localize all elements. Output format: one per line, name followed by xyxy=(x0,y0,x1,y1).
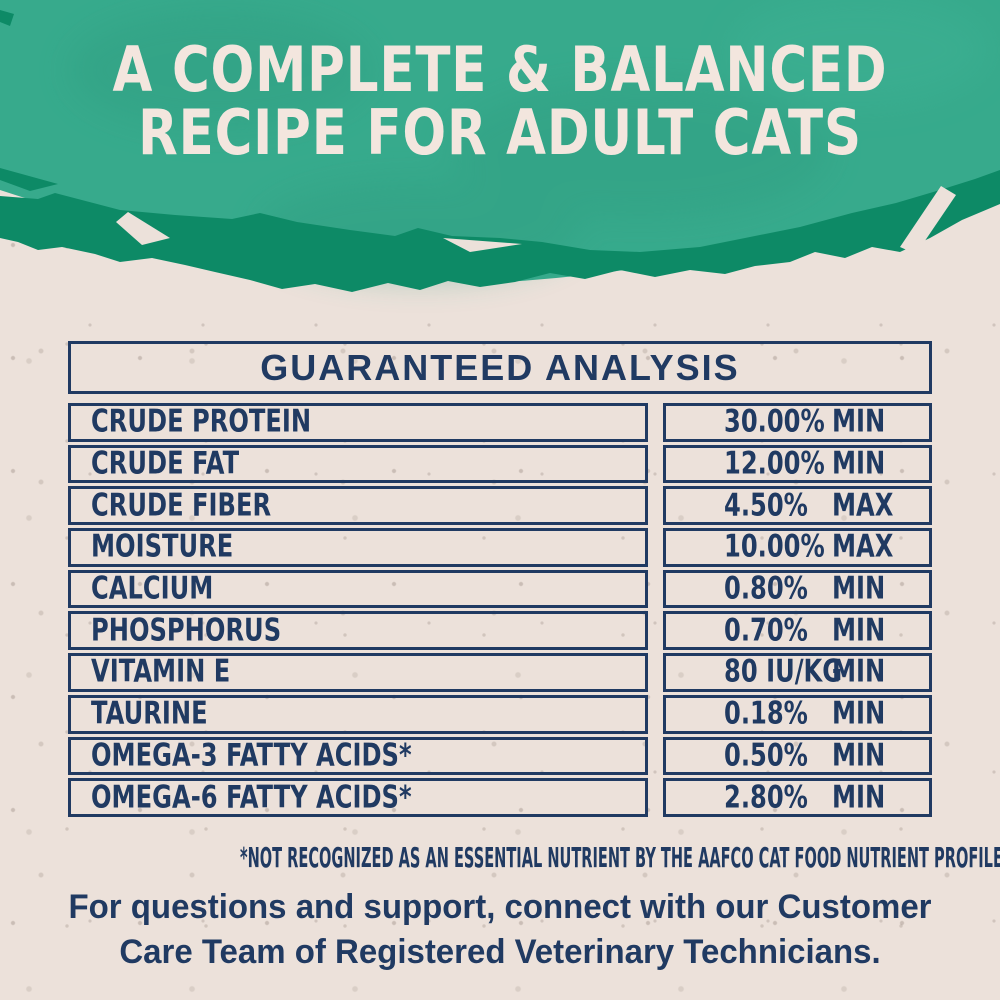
table-row: VITAMIN E 80 IU/KG MIN xyxy=(68,653,932,692)
nutrient-name-cell: TAURINE xyxy=(68,694,648,734)
nutrient-value-cell: 4.50% MAX xyxy=(663,486,932,526)
green-banner-graphic xyxy=(0,0,1000,292)
nutrient-value: 4.50% xyxy=(724,486,808,523)
nutrient-value-cell: 80 IU/KG MIN xyxy=(663,653,932,692)
page-title-line-1: A COMPLETE & BALANCED xyxy=(112,33,888,106)
nutrient-value: 10.00% xyxy=(724,528,825,565)
nutrient-name: PHOSPHORUS xyxy=(91,612,282,649)
nutrient-value: 80 IU/KG xyxy=(724,653,843,690)
value-qualifier: MIN xyxy=(832,403,886,440)
nutrient-name-cell: OMEGA-6 FATTY ACIDS* xyxy=(68,778,648,817)
support-message: For questions and support, connect with … xyxy=(0,885,1000,975)
nutrient-name: CRUDE PROTEIN xyxy=(91,403,312,440)
table-rows: CRUDE PROTEIN 30.00% MIN CRUDE FAT 12.00… xyxy=(68,403,932,817)
support-message-line-1: For questions and support, connect with … xyxy=(68,888,932,926)
value-qualifier: MIN xyxy=(832,612,886,649)
corner-speck xyxy=(0,10,14,26)
table-row: MOISTURE 10.00% MAX xyxy=(68,528,932,567)
page-title-line-2: RECIPE FOR ADULT CATS xyxy=(138,96,862,169)
nutrient-value: 2.80% xyxy=(724,778,808,815)
nutrient-value-cell: 10.00% MAX xyxy=(663,528,932,567)
nutrient-value: 12.00% xyxy=(724,445,825,482)
value-qualifier: MIN xyxy=(832,695,886,732)
guaranteed-analysis-table: GUARANTEED ANALYSIS CRUDE PROTEIN 30.00%… xyxy=(68,341,932,817)
table-row: PHOSPHORUS 0.70% MIN xyxy=(68,611,932,651)
value-qualifier: MIN xyxy=(832,445,886,482)
table-row: OMEGA-3 FATTY ACIDS* 0.50% MIN xyxy=(68,736,932,776)
nutrient-name: VITAMIN E xyxy=(91,653,231,690)
value-qualifier: MAX xyxy=(832,486,894,523)
table-row: TAURINE 0.18% MIN xyxy=(68,694,932,734)
nutrient-value-cell: 0.18% MIN xyxy=(663,694,932,734)
nutrient-value: 0.18% xyxy=(724,695,808,732)
nutrient-name: OMEGA-3 FATTY ACIDS* xyxy=(91,737,412,774)
nutrient-name: TAURINE xyxy=(91,695,208,732)
table-title: GUARANTEED ANALYSIS xyxy=(68,341,932,394)
nutrient-value: 0.50% xyxy=(724,737,808,774)
value-qualifier: MIN xyxy=(832,653,886,690)
brush-notch-1 xyxy=(116,212,170,245)
nutrient-name-cell: PHOSPHORUS xyxy=(68,611,648,651)
table-row: CRUDE FIBER 4.50% MAX xyxy=(68,486,932,526)
nutrient-value-cell: 0.50% MIN xyxy=(663,736,932,776)
nutrient-value-cell: 12.00% MIN xyxy=(663,444,932,484)
nutrient-name: CRUDE FAT xyxy=(91,445,240,482)
nutrient-name-cell: MOISTURE xyxy=(68,528,648,567)
nutrient-name: OMEGA-6 FATTY ACIDS* xyxy=(91,778,412,815)
brush-sliver-left xyxy=(0,168,58,191)
brush-notch-2 xyxy=(443,238,522,252)
nutrient-value: 0.70% xyxy=(724,612,808,649)
value-qualifier: MAX xyxy=(832,528,894,565)
teal-texture xyxy=(70,0,990,280)
nutrient-value-cell: 30.00% MIN xyxy=(663,403,932,442)
nutrient-name: CALCIUM xyxy=(91,570,214,607)
nutrient-name: MOISTURE xyxy=(91,528,234,565)
nutrient-value-cell: 0.70% MIN xyxy=(663,611,932,651)
nutrient-value: 30.00% xyxy=(724,403,825,440)
nutrient-name-cell: CRUDE FIBER xyxy=(68,486,648,526)
nutrient-value-cell: 0.80% MIN xyxy=(663,569,932,609)
nutrient-value: 0.80% xyxy=(724,570,808,607)
nutrient-name-cell: CRUDE PROTEIN xyxy=(68,403,648,442)
value-qualifier: MIN xyxy=(832,570,886,607)
table-row: CRUDE PROTEIN 30.00% MIN xyxy=(68,403,932,442)
nutrient-name-cell: VITAMIN E xyxy=(68,653,648,692)
brush-stroke-shape xyxy=(0,170,1000,292)
table-row: CALCIUM 0.80% MIN xyxy=(68,569,932,609)
aafco-footnote: *NOT RECOGNIZED AS AN ESSENTIAL NUTRIENT… xyxy=(240,841,1000,874)
value-qualifier: MIN xyxy=(832,737,886,774)
table-row: CRUDE FAT 12.00% MIN xyxy=(68,444,932,484)
nutrient-name: CRUDE FIBER xyxy=(91,486,272,523)
nutrient-value-cell: 2.80% MIN xyxy=(663,778,932,817)
value-qualifier: MIN xyxy=(832,778,886,815)
nutrient-name-cell: CRUDE FAT xyxy=(68,444,648,484)
brush-break-right xyxy=(900,186,956,254)
nutrient-name-cell: OMEGA-3 FATTY ACIDS* xyxy=(68,736,648,776)
page-title: A COMPLETE & BALANCED RECIPE FOR ADULT C… xyxy=(0,38,1000,164)
nutrient-name-cell: CALCIUM xyxy=(68,569,648,609)
support-message-line-2: Care Team of Registered Veterinary Techn… xyxy=(119,933,881,971)
table-row: OMEGA-6 FATTY ACIDS* 2.80% MIN xyxy=(68,778,932,817)
